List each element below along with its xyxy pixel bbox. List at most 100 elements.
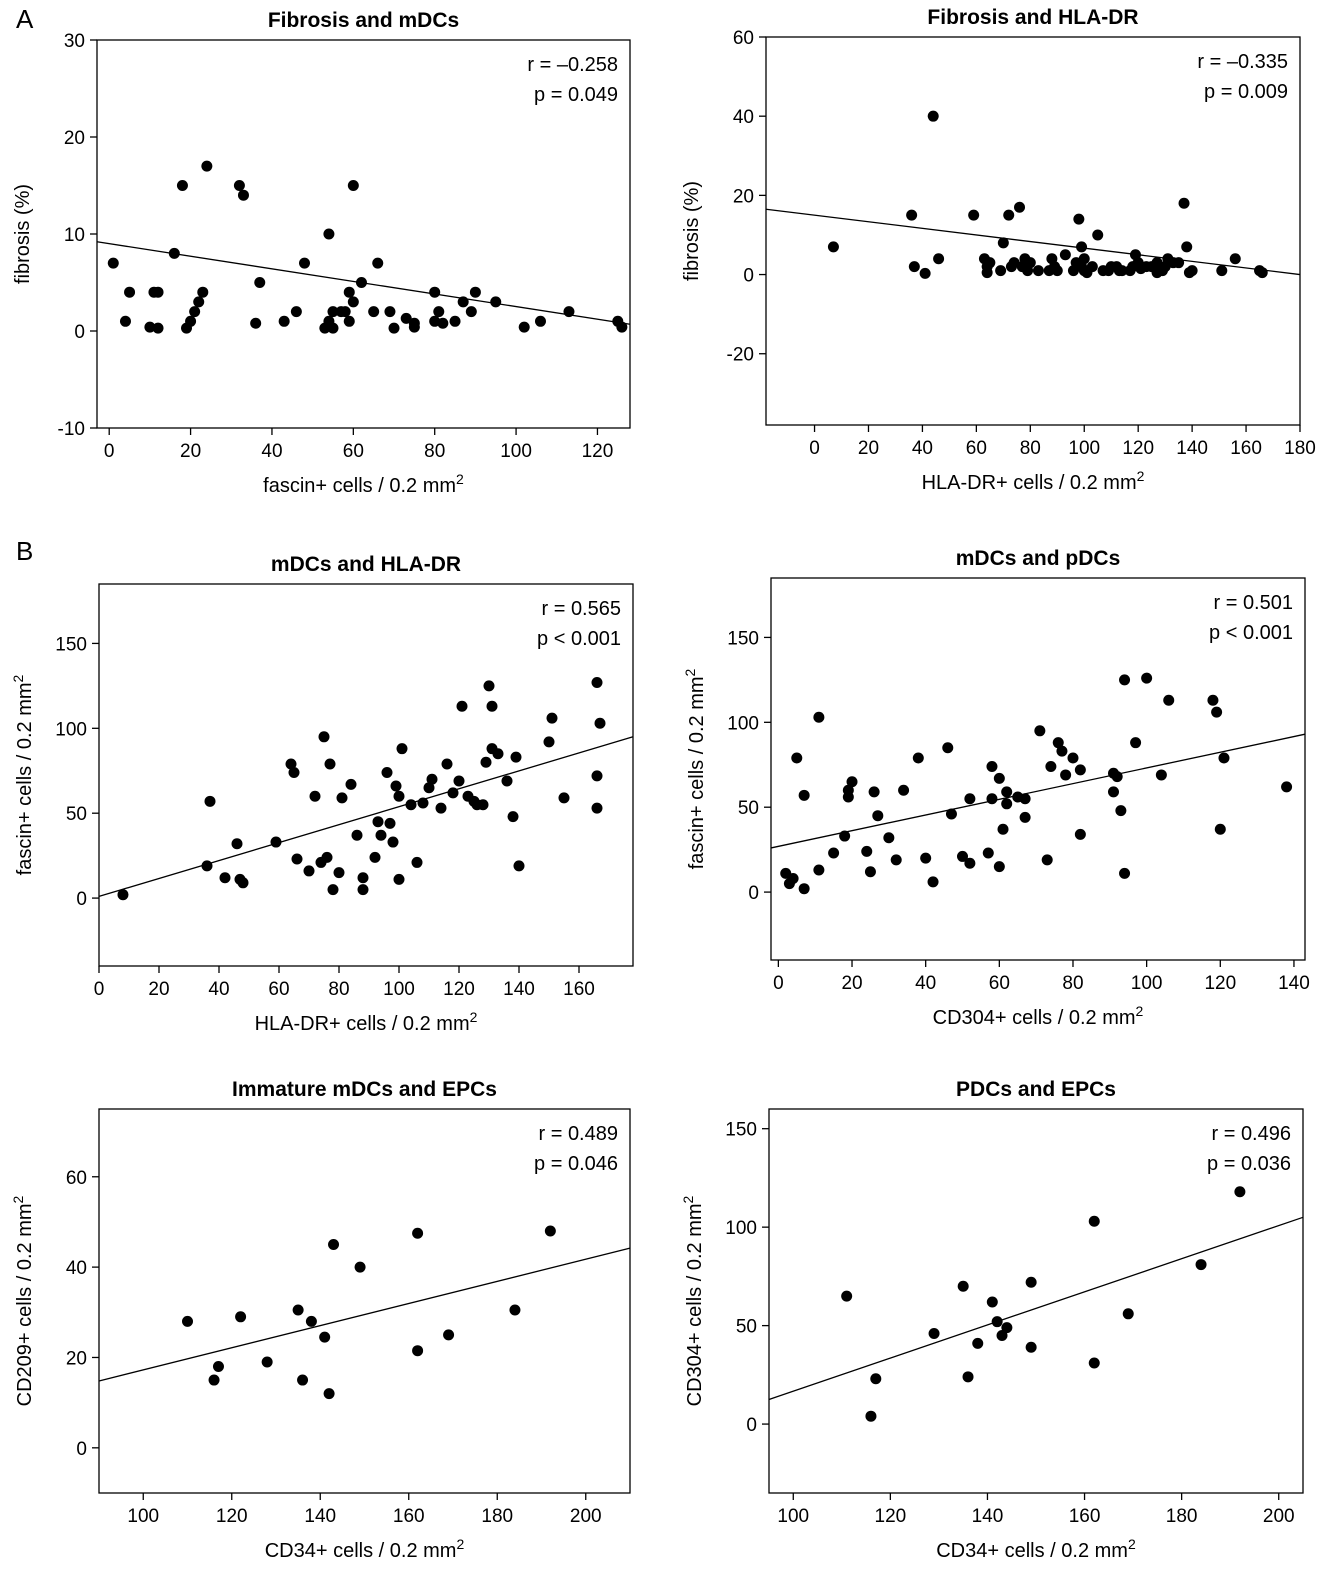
data-point	[327, 322, 339, 334]
x-tick-label: 200	[570, 1506, 602, 1527]
data-point	[288, 766, 300, 778]
x-axis-label-superscript: 2	[1128, 1536, 1136, 1552]
y-axis-label: CD209+ cells / 0.2 mm2	[10, 1195, 36, 1406]
x-tick-label: 180	[1166, 1506, 1198, 1527]
data-point	[387, 836, 399, 848]
data-point	[1041, 854, 1053, 866]
data-point	[345, 778, 357, 790]
data-point	[107, 257, 119, 269]
data-point	[390, 780, 402, 792]
data-point	[883, 832, 895, 844]
data-point	[942, 742, 954, 754]
x-axis-label-superscript: 2	[456, 1536, 464, 1552]
data-point	[957, 850, 969, 862]
data-point	[865, 1410, 877, 1422]
x-tick-label: 0	[809, 438, 820, 459]
data-point	[1073, 213, 1085, 225]
data-point	[1256, 267, 1268, 279]
plot-frame	[765, 36, 1301, 426]
data-point	[1086, 261, 1098, 273]
data-point	[237, 877, 249, 889]
x-tick-label: 20	[858, 438, 879, 459]
data-point	[343, 315, 355, 327]
data-point	[518, 321, 530, 333]
x-tick-label: 40	[261, 441, 282, 462]
x-tick-label: 160	[563, 979, 595, 1000]
x-axis-label-superscript: 2	[1137, 468, 1145, 484]
y-axis-label-text: CD209+ cells / 0.2 mm	[14, 1203, 36, 1406]
y-tick-label: 150	[55, 634, 87, 655]
data-point	[182, 1315, 193, 1327]
y-tick-label: 60	[733, 28, 754, 49]
data-point	[997, 823, 1009, 835]
data-point	[842, 791, 854, 803]
data-point	[375, 829, 387, 841]
data-point	[208, 1374, 220, 1386]
data-point	[396, 743, 408, 755]
y-tick-label: 40	[733, 107, 754, 128]
x-tick-label: 60	[989, 973, 1010, 994]
data-point	[347, 180, 359, 191]
x-axis-label-superscript: 2	[1136, 1003, 1144, 1019]
x-tick-label: 140	[1176, 438, 1208, 459]
stat-p-value: p < 0.001	[537, 628, 621, 650]
plot-frame	[98, 583, 634, 967]
data-point	[993, 861, 1005, 873]
data-point	[1025, 1276, 1037, 1288]
data-point	[347, 296, 359, 308]
data-point	[453, 775, 465, 787]
data-point	[919, 267, 931, 279]
data-point	[993, 772, 1005, 784]
data-point	[299, 257, 311, 269]
data-point	[309, 790, 321, 802]
data-point	[546, 712, 558, 724]
data-point	[426, 773, 438, 785]
data-point	[870, 1373, 882, 1385]
data-point	[384, 817, 396, 829]
plot-frame	[98, 1108, 631, 1494]
data-point	[490, 296, 502, 308]
x-tick-label: 160	[1230, 438, 1262, 459]
x-tick-label: 0	[94, 979, 105, 1000]
y-tick-label: 0	[74, 322, 85, 343]
data-point	[456, 700, 468, 712]
x-axis-label-superscript: 2	[456, 471, 464, 487]
chart-title: Immature mDCs and EPCs	[232, 1078, 497, 1101]
data-point	[995, 265, 1007, 277]
data-point	[412, 1227, 424, 1239]
y-axis-label-superscript: 2	[682, 668, 698, 676]
x-tick-label: 140	[304, 1506, 336, 1527]
data-point	[1119, 867, 1131, 879]
data-point	[204, 795, 216, 807]
data-point	[323, 228, 335, 240]
data-point	[319, 1331, 331, 1343]
x-axis-label: CD34+ cells / 0.2 mm2	[936, 1536, 1136, 1562]
data-point	[185, 315, 197, 327]
data-point	[846, 776, 858, 788]
data-point	[1076, 241, 1088, 253]
y-axis-label-superscript: 2	[10, 674, 26, 682]
regression-line	[768, 1216, 1304, 1401]
data-point	[1115, 805, 1127, 817]
data-point	[1229, 253, 1241, 265]
data-point	[927, 110, 939, 122]
data-point	[1116, 265, 1128, 277]
y-axis-label-text: CD304+ cells / 0.2 mm	[684, 1203, 706, 1406]
y-tick-label: 100	[725, 1218, 757, 1239]
data-point	[1001, 1322, 1013, 1334]
data-point	[433, 306, 445, 318]
x-tick-label: 200	[1263, 1506, 1295, 1527]
data-point	[964, 793, 976, 805]
chart-title: mDCs and HLA-DR	[271, 553, 461, 576]
data-point	[393, 790, 405, 802]
x-axis-label: HLA-DR+ cells / 0.2 mm2	[922, 468, 1145, 494]
data-point	[235, 1311, 247, 1323]
data-point	[201, 160, 213, 172]
data-point	[411, 856, 423, 868]
data-point	[968, 209, 980, 221]
y-tick-label: -20	[727, 345, 754, 366]
data-point	[1234, 1186, 1246, 1198]
data-point	[791, 752, 803, 764]
data-point	[1207, 694, 1219, 706]
